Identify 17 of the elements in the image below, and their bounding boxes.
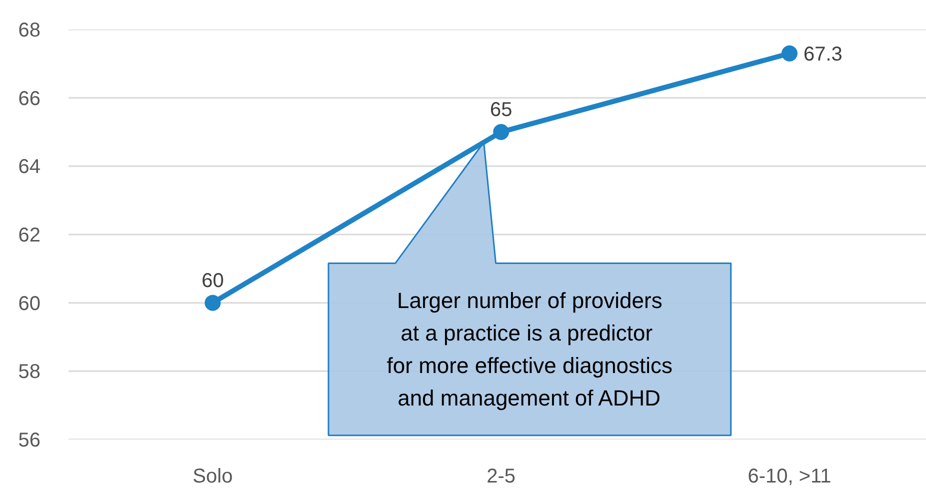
x-tick-label: 6-10, >11 (748, 466, 832, 488)
point (493, 124, 510, 140)
data-label: 67.3 (804, 43, 842, 66)
y-tick-label: 64 (18, 156, 41, 178)
y-tick-label: 56 (18, 430, 41, 452)
point (204, 294, 221, 311)
y-tick-label: 66 (18, 88, 41, 110)
data-label: 60 (202, 270, 224, 292)
y-tick-label: 60 (18, 292, 41, 315)
annotation: Larger number of providers at a practice is a predictor for more effective diagnostics and management of ADHD (386, 288, 673, 411)
y-tick-label: 58 (18, 361, 41, 384)
point (782, 45, 798, 62)
y-tick-label: 62 (18, 224, 41, 246)
y-tick-label: 68 (18, 20, 41, 42)
data-label: 65 (490, 99, 512, 121)
x-tick-label: 2-5 (486, 466, 516, 488)
x-tick-label: Solo (192, 466, 233, 488)
